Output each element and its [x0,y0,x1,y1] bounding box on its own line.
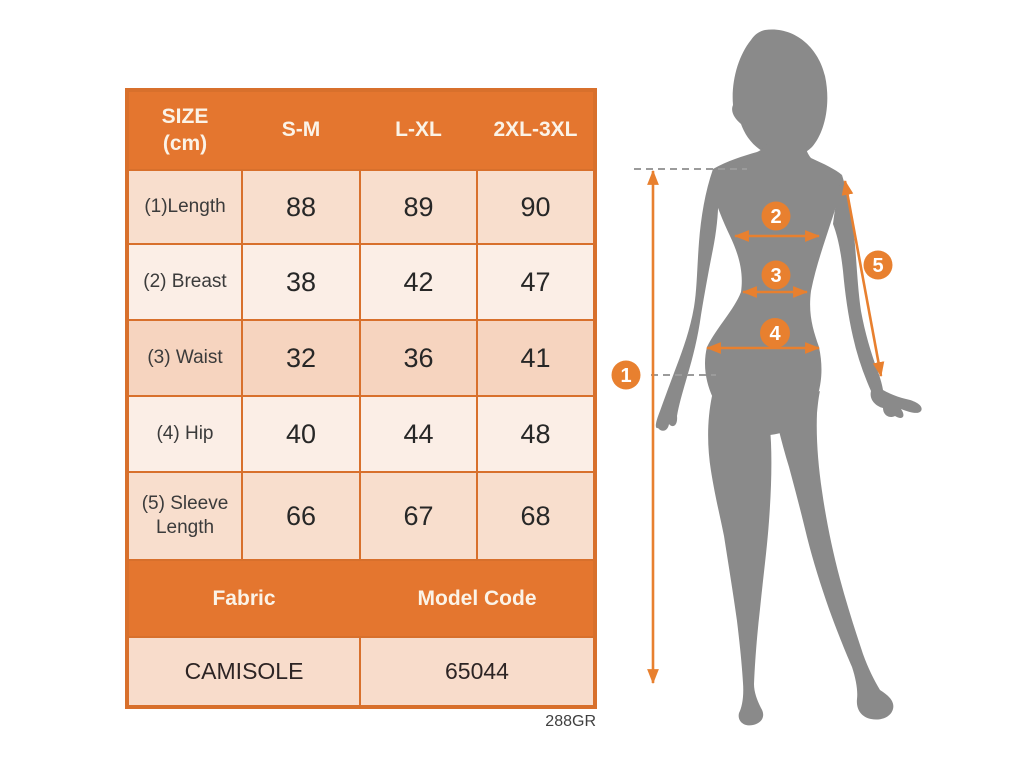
row-label-hip: (4) Hip [126,395,243,473]
header-size-cell: SIZE (cm) [126,89,243,171]
marker-2: 2 [761,201,791,231]
value-cell: 67 [359,471,478,561]
marker-3-circle [761,260,791,290]
table-row-breast: (2) Breast 38 42 47 [126,243,596,321]
header-size-line2: (cm) [162,131,208,155]
table-row-length: (1)Length 88 89 90 [126,169,596,245]
model-code-label-cell: Model Code [359,559,596,638]
silhouette-hair [732,29,828,159]
model-code-value-cell: 65044 [359,636,596,708]
silhouette-left-arm [655,169,719,431]
weight-footnote: 288GR [545,713,596,730]
table-footer-header-row: Fabric Model Code [126,559,596,638]
value-cell: 40 [241,395,361,473]
table-footer-value-row: CAMISOLE 65044 [126,636,596,708]
value-cell: 89 [359,169,478,245]
marker-1-label: 1 [620,365,631,387]
size-table: SIZE (cm) S-M L-XL 2XL-3XL (1)Length 88 … [125,88,597,709]
fabric-value-cell: CAMISOLE [126,636,361,708]
marker-5: 5 [863,250,893,280]
row-label-breast: (2) Breast [126,243,243,321]
marker-2-circle [761,201,791,231]
value-cell: 88 [241,169,361,245]
value-cell: 90 [476,169,596,245]
row-label-sleeve-length: (5) Sleeve Length [126,471,243,561]
silhouette-torso [705,130,842,435]
table-row-hip: (4) Hip 40 44 48 [126,395,596,473]
fabric-label-cell: Fabric [126,559,361,638]
table-header-row: SIZE (cm) S-M L-XL 2XL-3XL [126,89,596,171]
female-silhouette [655,29,922,726]
row-label-waist: (3) Waist [126,319,243,397]
value-cell: 38 [241,243,361,321]
marker-4-circle [760,318,790,348]
marker-2-label: 2 [770,206,781,228]
value-cell: 66 [241,471,361,561]
silhouette-right-leg [770,391,894,720]
value-cell: 47 [476,243,596,321]
header-col-sm: S-M [241,89,361,171]
silhouette-right-arm [833,175,922,419]
marker-5-circle [863,250,893,280]
value-cell: 42 [359,243,478,321]
header-size-line1: SIZE [161,105,209,129]
marker-4: 4 [760,318,790,348]
value-cell: 44 [359,395,478,473]
marker-1: 1 [611,360,641,390]
marker-4-label: 4 [769,323,781,345]
value-cell: 48 [476,395,596,473]
row-label-length: (1)Length [126,169,243,245]
marker-1-circle [611,360,641,390]
header-col-lxl: L-XL [359,89,478,171]
table-row-waist: (3) Waist 32 36 41 [126,319,596,397]
sleeve-measure-arrow [841,179,885,378]
header-col-2xl3xl: 2XL-3XL [476,89,596,171]
value-cell: 68 [476,471,596,561]
table-row-sleeve-length: (5) Sleeve Length 66 67 68 [126,471,596,561]
marker-3-label: 3 [770,265,781,287]
marker-3: 3 [761,260,791,290]
value-cell: 36 [359,319,478,397]
marker-5-label: 5 [872,255,883,277]
value-cell: 41 [476,319,596,397]
value-cell: 32 [241,319,361,397]
silhouette-left-leg [708,390,772,726]
